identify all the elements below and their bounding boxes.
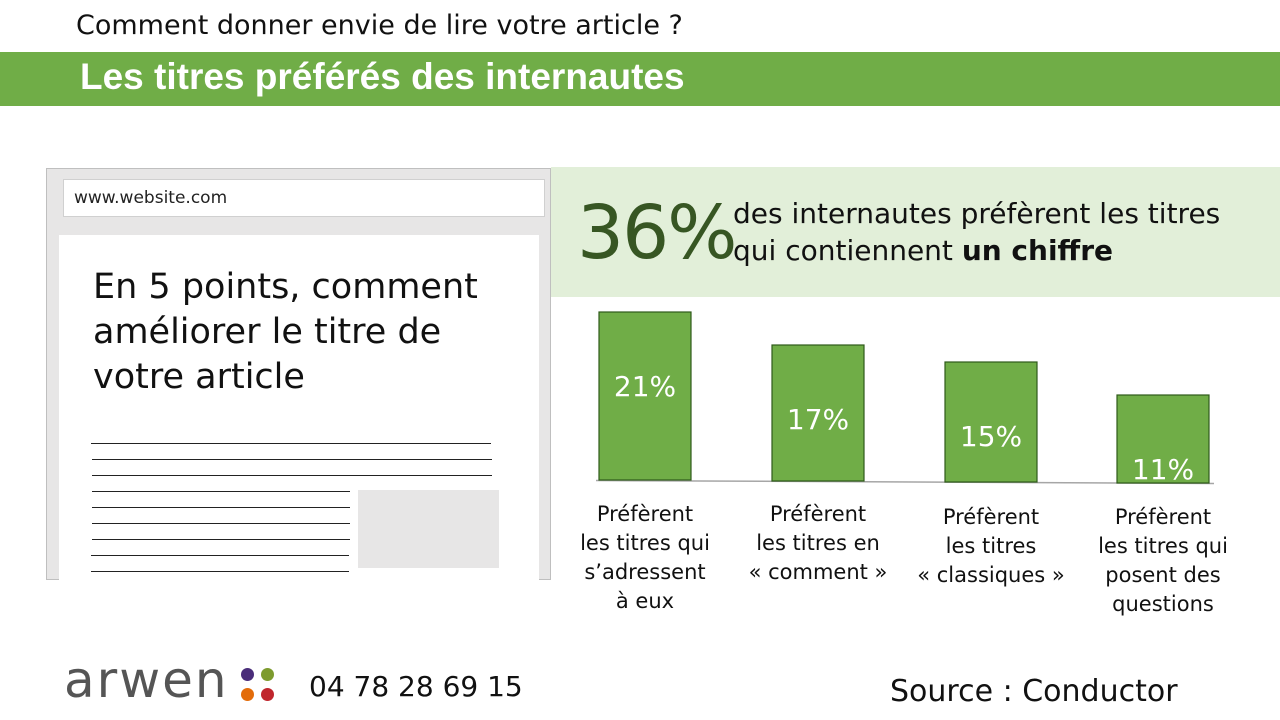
bar-value-label: 15% bbox=[960, 420, 1022, 453]
category-label: Préfèrent les titres « classiques » bbox=[906, 503, 1076, 590]
category-label-line: les titres qui bbox=[1098, 534, 1228, 558]
text-line bbox=[92, 459, 492, 460]
category-label: Préfèrent les titres qui posent des questio… bbox=[1078, 503, 1248, 619]
brand-dot bbox=[261, 688, 274, 701]
bar bbox=[771, 344, 865, 482]
brand-logo-text: arwen bbox=[64, 651, 229, 709]
bar-value-label: 11% bbox=[1132, 453, 1194, 486]
text-line bbox=[91, 571, 349, 572]
category-label-line: Préfèrent bbox=[942, 505, 1040, 529]
brand-dot bbox=[241, 688, 254, 701]
text-line bbox=[91, 443, 491, 444]
brand-dot bbox=[261, 668, 274, 681]
x-axis-line bbox=[595, 479, 1215, 485]
category-label-line: les titres en bbox=[756, 531, 880, 555]
address-bar: www.website.com bbox=[63, 179, 545, 217]
category-label-line: les titres bbox=[945, 534, 1037, 558]
browser-mockup: www.website.com En 5 points, comment amé… bbox=[46, 168, 551, 581]
brand-dot bbox=[241, 668, 254, 681]
phone-number: 04 78 28 69 15 bbox=[309, 670, 523, 703]
stat-percent: 36% bbox=[577, 190, 737, 276]
image-placeholder bbox=[358, 490, 499, 568]
supertitle: Comment donner envie de lire votre artic… bbox=[76, 10, 683, 41]
category-label-line: « classiques » bbox=[917, 563, 1065, 587]
category-label-line: posent des bbox=[1105, 563, 1221, 587]
stat-text: des internautes préfèrent les titres qui… bbox=[733, 195, 1253, 269]
bar-chart: 21% 17% 15% 11% bbox=[595, 311, 1215, 486]
bar-value-label: 17% bbox=[787, 403, 849, 436]
category-label-line: Préfèrent bbox=[769, 502, 867, 526]
text-line bbox=[92, 507, 350, 508]
bar-value-label: 21% bbox=[614, 370, 676, 403]
category-label-line: Préfèrent bbox=[596, 502, 694, 526]
category-label-line: s’adressent bbox=[584, 560, 706, 584]
stat-text-strong: un chiffre bbox=[961, 234, 1114, 267]
bar bbox=[1116, 394, 1210, 484]
brand-dots-icon bbox=[241, 668, 277, 704]
page-title: Les titres préférés des internautes bbox=[80, 56, 685, 97]
category-label-line: « comment » bbox=[748, 560, 888, 584]
category-label-line: questions bbox=[1112, 592, 1214, 616]
category-label: Préfèrent les titres en « comment » bbox=[733, 500, 903, 587]
stat-text-main: des internautes préfèrent les titres qui… bbox=[733, 197, 1221, 267]
article-heading: En 5 points, comment améliorer le titre … bbox=[93, 267, 478, 397]
title-banner: Les titres préférés des internautes bbox=[0, 52, 1280, 106]
text-line bbox=[92, 539, 350, 540]
bar bbox=[944, 361, 1038, 483]
bar bbox=[598, 311, 692, 481]
text-line bbox=[91, 555, 349, 556]
text-line bbox=[92, 523, 350, 524]
source-text: Source : Conductor bbox=[890, 674, 1178, 709]
category-label: Préfèrent les titres qui s’adressent à eux bbox=[560, 500, 730, 616]
text-line bbox=[92, 491, 350, 492]
article-page: En 5 points, comment améliorer le titre … bbox=[59, 235, 539, 581]
url-text: www.website.com bbox=[74, 188, 228, 208]
category-label-line: Préfèrent bbox=[1114, 505, 1212, 529]
text-line bbox=[92, 475, 492, 476]
category-label-line: à eux bbox=[615, 589, 675, 613]
stat-panel: 36% des internautes préfèrent les titres… bbox=[551, 167, 1280, 297]
category-label-line: les titres qui bbox=[580, 531, 710, 555]
